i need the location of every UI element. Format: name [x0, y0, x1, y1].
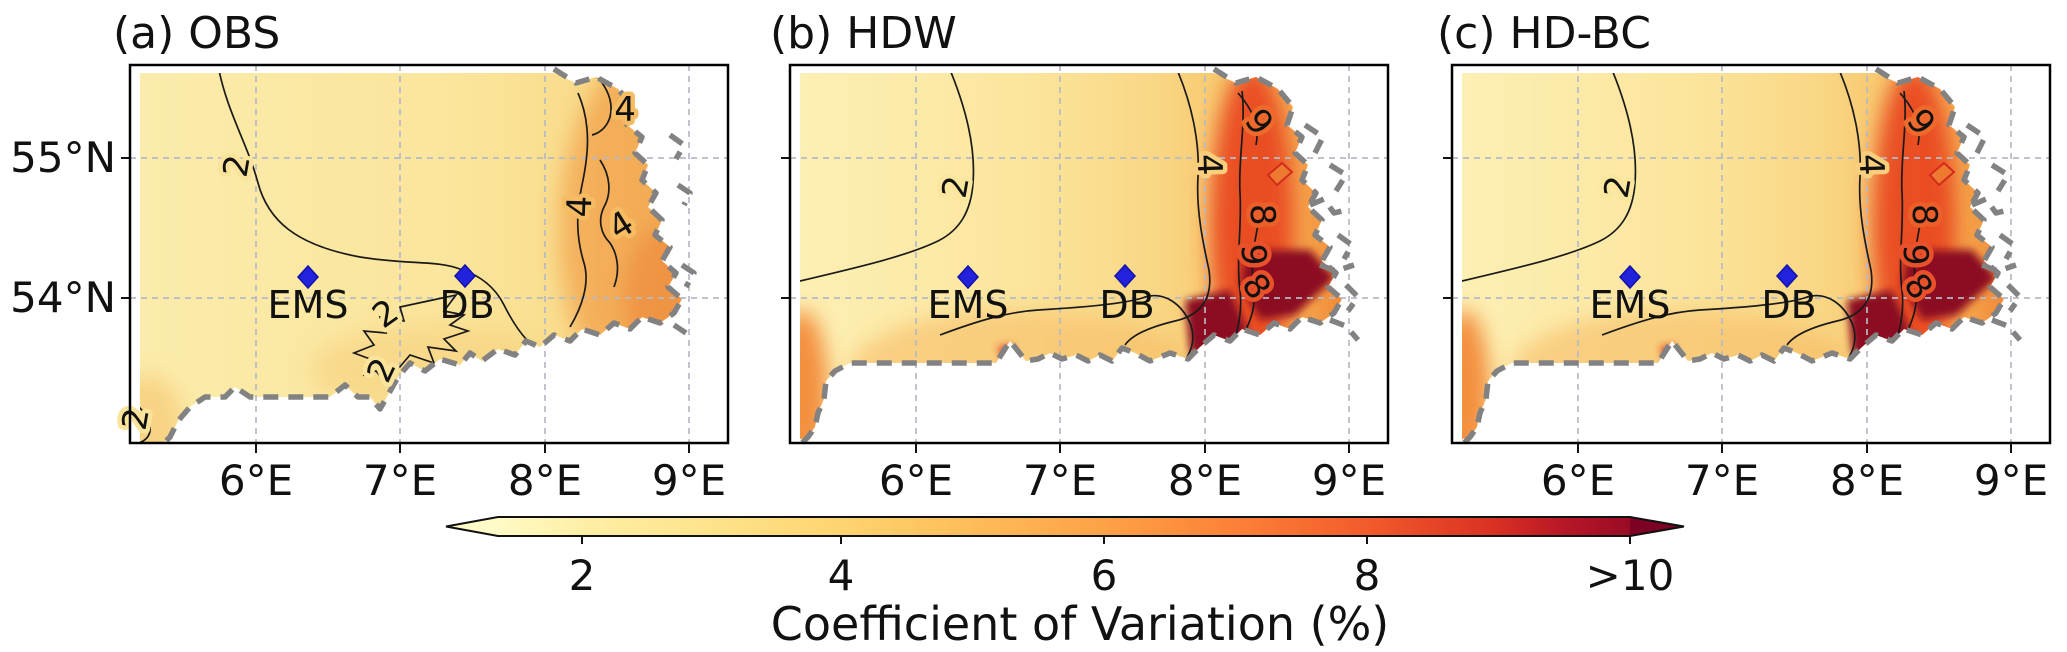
x-tick-label-7e: 7°E — [363, 456, 437, 505]
colorbar-tick-6: 6 — [1091, 551, 1118, 600]
ems-marker — [296, 264, 320, 290]
island-patch — [1266, 161, 1294, 187]
contour-label-8: 8 — [1904, 203, 1945, 226]
map-obs: EMS DB 2 2 2 2 4 4 4 6°E — [110, 63, 730, 505]
x-tick-label-8e: 8°E — [508, 456, 582, 505]
x-tick-label-8e: 8°E — [1168, 456, 1242, 505]
panel-obs: (a) OBS 55°N 54°N — [10, 8, 730, 505]
x-axis: 6°E 7°E 8°E 9°E — [219, 443, 726, 505]
map-hdw: EMS DB 2 4 9 8 9 8 6°E 7°E — [788, 63, 1390, 505]
colorbar-outline — [445, 516, 1685, 537]
coastline — [800, 66, 1345, 445]
contour-label-4: 4 — [560, 195, 601, 218]
db-label: DB — [439, 283, 494, 327]
ems-marker — [1618, 264, 1642, 290]
contour-label-9: 9 — [1895, 243, 1936, 266]
contour-label-8: 8 — [1242, 203, 1283, 226]
panel-title: (b) HDW — [770, 8, 957, 59]
colorbar-gradient — [498, 517, 1630, 536]
contour-label-9: 9 — [1233, 243, 1274, 266]
plot-border — [788, 63, 1390, 445]
ems-marker — [956, 264, 980, 290]
x-tick-label-6e: 6°E — [1541, 456, 1615, 505]
station-db: DB — [439, 263, 495, 327]
panel-title: (c) HD-BC — [1437, 8, 1651, 59]
station-ems: EMS — [928, 264, 1009, 327]
plot-border — [128, 63, 730, 445]
x-tick-label-6e: 6°E — [879, 456, 953, 505]
ems-label: EMS — [928, 283, 1009, 327]
contour-lines — [1462, 73, 1921, 361]
sea-fill — [800, 73, 1342, 439]
contour-label-4: 4 — [1851, 153, 1892, 176]
station-db: DB — [1761, 263, 1817, 327]
db-marker — [453, 263, 477, 289]
colorbar-tick-4: 4 — [828, 551, 855, 600]
station-ems: EMS — [268, 264, 349, 327]
colorbar-tick-8: 8 — [1354, 551, 1381, 600]
x-tick-label-7e: 7°E — [1023, 456, 1097, 505]
y-tick-label-54n: 54°N — [10, 273, 116, 322]
sea-fill — [1462, 73, 2004, 439]
colorbar-tick-2: 2 — [569, 551, 596, 600]
colorbar-label: Coefficient of Variation (%) — [771, 597, 1389, 651]
plot-border — [1450, 63, 2052, 445]
db-marker — [1113, 263, 1137, 289]
colorbar-under-arrow — [446, 517, 498, 536]
contour-label-4: 4 — [1189, 153, 1230, 176]
station-ems: EMS — [1590, 264, 1671, 327]
contour-lines — [800, 73, 1259, 361]
ems-label: EMS — [268, 283, 349, 327]
island-patch — [1928, 161, 1956, 187]
db-marker — [1775, 263, 1799, 289]
colorbar-ticks — [581, 536, 1631, 544]
x-tick-label-9e: 9°E — [1312, 456, 1386, 505]
db-label: DB — [1099, 283, 1154, 327]
panel-hdw: (b) HDW — [770, 8, 1390, 505]
sea-fill — [140, 73, 682, 443]
panel-title: (a) OBS — [113, 8, 280, 59]
island-outlines — [668, 132, 697, 336]
x-tick-label-8e: 8°E — [1830, 456, 1904, 505]
colorbar-over-arrow — [1630, 517, 1684, 536]
panel-hdbc: (c) HD-BC — [1437, 8, 2052, 505]
map-hdbc: EMS DB 2 4 9 8 9 8 6°E 7°E — [1450, 63, 2052, 505]
y-tick-label-55n: 55°N — [10, 133, 116, 182]
x-tick-label-6e: 6°E — [219, 456, 293, 505]
contour-lines — [140, 73, 619, 443]
x-axis: 6°E 7°E 8°E 9°E — [1541, 443, 2048, 505]
coastline — [162, 66, 685, 445]
colorbar-tick-gt10: >10 — [1586, 551, 1675, 600]
contour-label-4: 4 — [614, 90, 636, 130]
station-db: DB — [1099, 263, 1155, 327]
ems-label: EMS — [1590, 283, 1671, 327]
x-axis: 6°E 7°E 8°E 9°E — [879, 443, 1386, 505]
db-label: DB — [1761, 283, 1816, 327]
coastline — [1462, 66, 2007, 445]
x-tick-label-9e: 9°E — [1974, 456, 2048, 505]
colorbar: 2 4 6 8 >10 Coefficient of Variation (%) — [445, 516, 1685, 651]
gridlines — [130, 65, 728, 443]
x-tick-label-9e: 9°E — [652, 456, 726, 505]
x-tick-label-7e: 7°E — [1685, 456, 1759, 505]
